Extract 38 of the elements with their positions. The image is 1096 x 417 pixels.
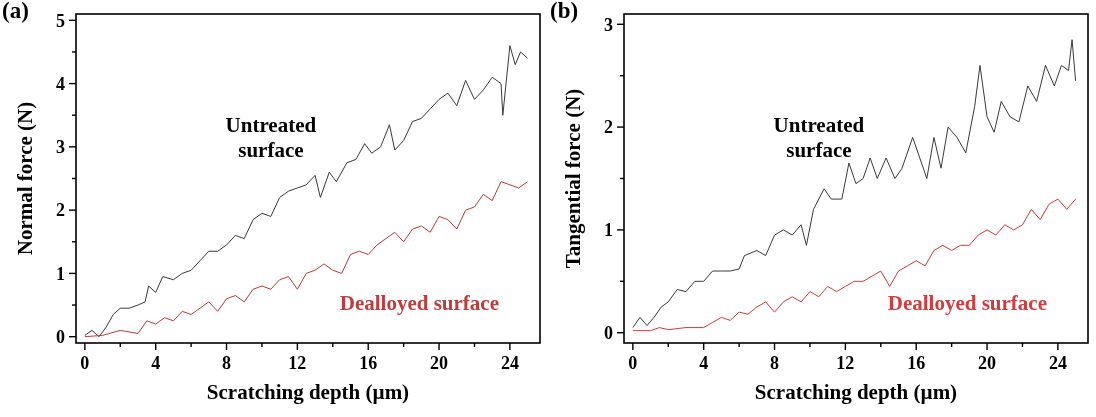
x-axis-title: Scratching depth (µm) [206, 380, 410, 404]
x-tick-label: 16 [359, 353, 378, 373]
series-label: Dealloyed surface [339, 291, 499, 316]
chart-title: (b) [550, 0, 579, 23]
y-axis-title: Tangential force (N) [561, 88, 585, 269]
y-axis-title: Normal force (N) [13, 101, 37, 256]
series-label: Dealloyed surface [887, 291, 1047, 316]
series-label: Untreated surface [225, 113, 317, 163]
y-tick-label: 3 [56, 137, 65, 158]
chart-title: (a) [2, 0, 29, 23]
x-tick-label: 24 [1048, 353, 1067, 373]
x-tick-label: 24 [500, 353, 519, 373]
y-tick-label: 2 [604, 117, 613, 138]
x-tick-label: 8 [770, 353, 780, 373]
x-tick-label: 20 [978, 353, 997, 373]
x-axis-title: Scratching depth (µm) [754, 380, 958, 404]
line-series [84, 181, 529, 338]
x-tick-label: 16 [907, 353, 926, 373]
line-series [632, 198, 1077, 332]
x-tick-label: 12 [836, 353, 855, 373]
y-tick-label: 1 [604, 220, 613, 241]
y-tick-label: 2 [56, 200, 65, 221]
x-tick-label: 0 [80, 353, 90, 373]
x-tick-label: 4 [151, 353, 161, 373]
y-tick-label: 1 [56, 263, 65, 284]
x-tick-label: 8 [222, 353, 232, 373]
x-tick-label: 12 [288, 353, 307, 373]
y-tick-label: 5 [56, 10, 65, 31]
y-tick-label: 0 [56, 326, 65, 347]
line-series [632, 39, 1077, 329]
line-series [84, 45, 529, 338]
y-tick-label: 3 [604, 14, 613, 35]
x-tick-label: 20 [430, 353, 449, 373]
x-tick-label: 0 [628, 353, 638, 373]
x-tick-label: 4 [699, 353, 709, 373]
series-label: Untreated surface [773, 113, 865, 163]
y-tick-label: 0 [604, 323, 613, 344]
y-tick-label: 4 [56, 73, 65, 94]
